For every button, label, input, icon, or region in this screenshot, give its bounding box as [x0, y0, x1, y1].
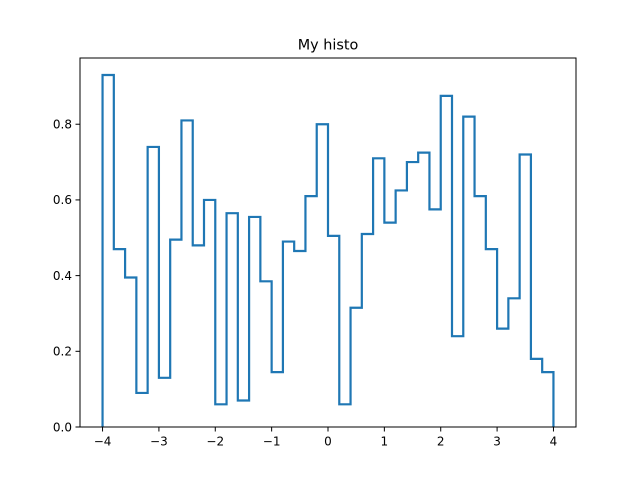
chart-title: My histo — [298, 38, 359, 54]
y-tick-label: 0.8 — [53, 118, 72, 132]
plot-area: −4 −3 −2 −1 0 1 2 3 4 0.0 0.2 0.4 0.6 0.8 — [53, 57, 577, 449]
x-tick-label: 3 — [493, 435, 501, 449]
x-tick-label: −1 — [263, 435, 281, 449]
x-tick-label: 2 — [437, 435, 445, 449]
y-tick-label: 0.0 — [53, 420, 72, 434]
x-tick-label: 0 — [324, 435, 332, 449]
histogram-step-series — [101, 73, 555, 427]
y-tick-label: 0.6 — [53, 193, 72, 207]
x-tick-label: 4 — [550, 435, 558, 449]
x-tick-label: −4 — [94, 435, 112, 449]
x-tick-label: 1 — [381, 435, 389, 449]
x-tick-label: −3 — [150, 435, 168, 449]
y-tick-label: 0.2 — [53, 345, 72, 359]
y-tick-label: 0.4 — [53, 269, 72, 283]
x-tick-label: −2 — [206, 435, 224, 449]
